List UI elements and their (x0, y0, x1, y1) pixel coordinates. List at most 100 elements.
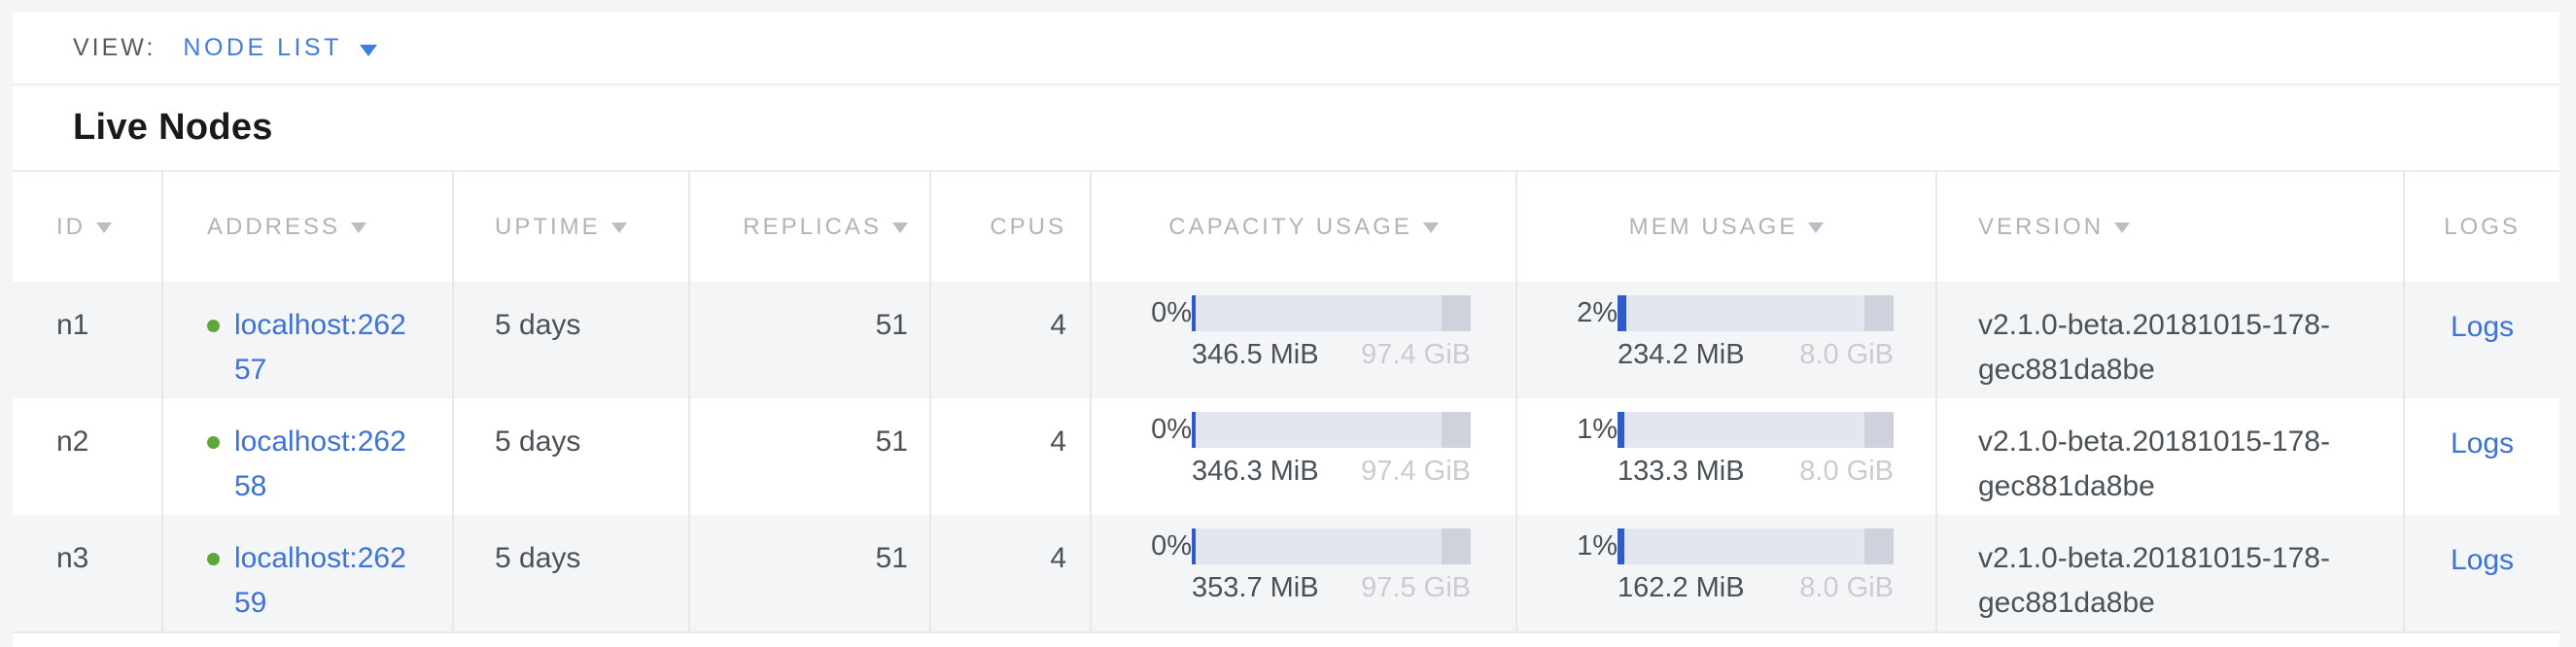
column-header-id[interactable]: ID (13, 172, 163, 282)
mem-usage-percent: 1% (1577, 530, 1618, 562)
chevron-down-icon (359, 44, 377, 56)
sort-caret-icon (892, 222, 908, 233)
capacity-usage-bar (1192, 528, 1471, 564)
node-cpus: 4 (1050, 309, 1066, 341)
capacity-usage-cell: 0% 346.5 MiB 97.4 GiB (1092, 282, 1517, 398)
node-uptime-cell: 5 days (454, 282, 690, 398)
capacity-usage-cell: 0% 353.7 MiB 97.5 GiB (1092, 515, 1517, 631)
view-label: VIEW: (73, 34, 157, 61)
mem-usage-bar-end-segment (1864, 295, 1894, 331)
mem-usage-total-value: 8.0 GiB (1799, 572, 1894, 603)
mem-usage-total-value: 8.0 GiB (1799, 456, 1894, 487)
sort-caret-icon (351, 222, 367, 233)
logs-link[interactable]: Logs (2450, 427, 2515, 460)
sort-caret-icon (1808, 222, 1825, 233)
mem-usage-bar-end-segment (1864, 528, 1894, 564)
mem-usage-used-value: 133.3 MiB (1618, 456, 1745, 487)
capacity-usage-percent: 0% (1151, 530, 1192, 562)
table-body: n1 localhost:26257 5 days 51 4 0% 346.5 MiB 97.… (13, 282, 2559, 633)
node-id-cell: n2 (13, 398, 163, 515)
node-replicas-cell: 51 (690, 398, 931, 515)
node-replicas-cell: 51 (690, 282, 931, 398)
logs-link[interactable]: Logs (2450, 311, 2515, 343)
logs-link[interactable]: Logs (2450, 544, 2515, 576)
column-header-capacity[interactable]: CAPACITY USAGE (1092, 172, 1517, 282)
mem-usage-bar (1618, 528, 1894, 564)
capacity-usage-bar-fill (1192, 295, 1196, 331)
node-version: v2.1.0-beta.20181015-178-gec881da8be (1978, 426, 2330, 502)
capacity-usage-bar-fill (1192, 412, 1196, 448)
capacity-usage-bar-end-segment (1441, 295, 1471, 331)
capacity-usage-percent: 0% (1151, 414, 1192, 445)
column-header-label: VERSION (1978, 213, 2105, 240)
column-header-version[interactable]: VERSION (1937, 172, 2405, 282)
sort-caret-icon (610, 222, 627, 233)
column-header-uptime[interactable]: UPTIME (454, 172, 690, 282)
capacity-usage-total-value: 97.4 GiB (1361, 339, 1471, 370)
mem-usage-bar-fill (1618, 295, 1626, 331)
capacity-usage-used-value: 353.7 MiB (1192, 572, 1319, 603)
section-title-bar: Live Nodes (13, 85, 2559, 170)
mem-usage-bar (1618, 412, 1894, 448)
node-address-link[interactable]: localhost:26257 (234, 309, 406, 386)
page-title: Live Nodes (73, 107, 273, 148)
table-row: n2 localhost:26258 5 days 51 4 0% 346.3 MiB 97.… (13, 398, 2559, 515)
node-address-cell: localhost:26259 (163, 515, 454, 631)
mem-usage-percent: 1% (1577, 414, 1618, 445)
mem-usage-percent: 2% (1577, 297, 1618, 328)
capacity-usage-cell: 0% 346.3 MiB 97.4 GiB (1092, 398, 1517, 515)
content-panel: VIEW: NODE LIST Live Nodes ID ADDRESS UPTI… (13, 13, 2559, 647)
mem-usage-cell: 1% 162.2 MiB 8.0 GiB (1517, 515, 1937, 631)
capacity-usage-total-value: 97.4 GiB (1361, 456, 1471, 487)
node-replicas: 51 (875, 542, 908, 574)
capacity-usage-bar (1192, 412, 1471, 448)
mem-usage-total-value: 8.0 GiB (1799, 339, 1894, 370)
capacity-usage-bar-fill (1192, 528, 1196, 564)
node-address-link[interactable]: localhost:26258 (234, 426, 406, 502)
node-replicas: 51 (875, 309, 908, 341)
node-replicas-cell: 51 (690, 515, 931, 631)
sort-caret-icon (1422, 222, 1439, 233)
column-header-label: UPTIME (495, 213, 601, 240)
mem-usage-cell: 2% 234.2 MiB 8.0 GiB (1517, 282, 1937, 398)
node-cpus-cell: 4 (931, 398, 1092, 515)
mem-usage-used-value: 162.2 MiB (1618, 572, 1745, 603)
mem-usage-bar-fill (1618, 412, 1624, 448)
node-id: n2 (56, 426, 89, 458)
capacity-usage-bar (1192, 295, 1471, 331)
mem-usage-used-value: 234.2 MiB (1618, 339, 1745, 370)
column-header-mem[interactable]: MEM USAGE (1517, 172, 1937, 282)
mem-usage-bar-end-segment (1864, 412, 1894, 448)
column-header-address[interactable]: ADDRESS (163, 172, 454, 282)
column-header-logs: LOGS (2405, 172, 2559, 282)
view-dropdown-value[interactable]: NODE LIST (183, 34, 342, 61)
column-header-label: CAPACITY USAGE (1168, 213, 1412, 240)
node-uptime-cell: 5 days (454, 398, 690, 515)
logs-link-cell: Logs (2405, 282, 2559, 398)
node-id-cell: n3 (13, 515, 163, 631)
mem-usage-bar (1618, 295, 1894, 331)
node-version: v2.1.0-beta.20181015-178-gec881da8be (1978, 309, 2330, 386)
capacity-usage-total-value: 97.5 GiB (1361, 572, 1471, 603)
node-address-cell: localhost:26257 (163, 282, 454, 398)
column-header-label: REPLICAS (743, 213, 882, 240)
column-header-replicas[interactable]: REPLICAS (690, 172, 931, 282)
live-nodes-table: ID ADDRESS UPTIME REPLICAS CPUS CAPACITY USAG… (13, 170, 2559, 633)
node-address-link[interactable]: localhost:26259 (234, 542, 406, 619)
view-selector-bar: VIEW: NODE LIST (13, 13, 2559, 85)
node-cpus-cell: 4 (931, 515, 1092, 631)
sort-caret-icon (96, 222, 112, 233)
capacity-usage-bar-end-segment (1441, 412, 1471, 448)
column-header-label: CPUS (990, 213, 1066, 240)
node-replicas: 51 (875, 426, 908, 458)
capacity-usage-bar-end-segment (1441, 528, 1471, 564)
sort-caret-icon (2114, 222, 2131, 233)
node-uptime: 5 days (495, 542, 581, 574)
node-uptime: 5 days (495, 309, 581, 341)
logs-link-cell: Logs (2405, 515, 2559, 631)
table-header-row: ID ADDRESS UPTIME REPLICAS CPUS CAPACITY USAG… (13, 170, 2559, 282)
view-dropdown[interactable]: NODE LIST (183, 34, 377, 62)
capacity-usage-percent: 0% (1151, 297, 1192, 328)
live-status-icon (207, 553, 220, 565)
node-uptime: 5 days (495, 426, 581, 458)
